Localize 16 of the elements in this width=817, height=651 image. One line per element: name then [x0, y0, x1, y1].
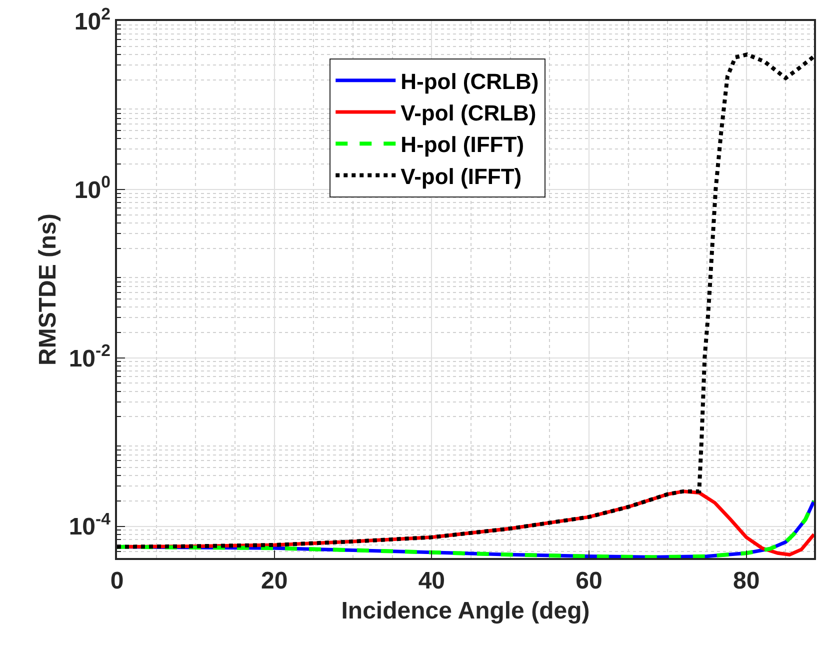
- legend-label: V-pol (IFFT): [400, 164, 522, 189]
- y-tick-label: 10$^{2}$: [74, 4, 110, 36]
- x-tick-label: 0: [110, 568, 124, 595]
- legend-label: H-pol (CRLB): [400, 68, 539, 94]
- y-axis-title: RMSTDE (ns): [34, 214, 62, 366]
- legend-label: V-pol (CRLB): [400, 100, 536, 126]
- legend-label: H-pol (IFFT): [400, 132, 524, 158]
- x-tick-label: 60: [576, 568, 602, 595]
- line-series: [117, 52, 814, 549]
- x-tick-label: 80: [733, 568, 760, 595]
- x-tick-label: 40: [418, 568, 446, 595]
- y-tick-label: 10$^{-2}$: [68, 341, 110, 372]
- x-tick-label: 20: [260, 568, 288, 595]
- y-tick-label: 10$^{-4}$: [68, 510, 112, 541]
- y-tick-label: 10$^{0}$: [74, 172, 110, 204]
- x-axis-title: Incidence Angle (deg): [341, 597, 590, 624]
